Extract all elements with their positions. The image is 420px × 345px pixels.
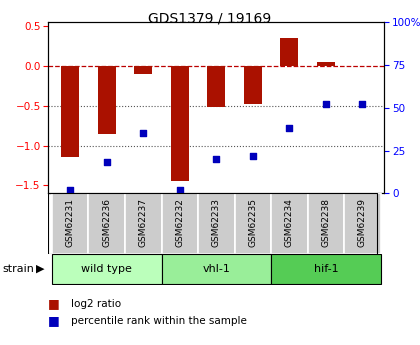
Bar [317, 62, 335, 66]
Point [213, 156, 220, 162]
Bar [61, 66, 79, 157]
Bar [344, 193, 381, 254]
Text: GDS1379 / 19169: GDS1379 / 19169 [148, 11, 272, 25]
Text: ■: ■ [48, 314, 60, 327]
Bar [134, 66, 152, 74]
Point [176, 187, 183, 193]
Bar [162, 193, 198, 254]
Point [67, 187, 74, 193]
Text: vhl-1: vhl-1 [202, 264, 230, 274]
Text: GSM62231: GSM62231 [66, 198, 75, 247]
Bar [125, 193, 162, 254]
Text: GSM62238: GSM62238 [321, 198, 331, 247]
Text: GSM62235: GSM62235 [248, 198, 257, 247]
Bar [244, 66, 262, 104]
Point [323, 102, 329, 107]
Bar [97, 66, 116, 134]
Point [359, 102, 366, 107]
Text: GSM62239: GSM62239 [358, 198, 367, 247]
Bar [207, 66, 226, 107]
Point [249, 153, 256, 158]
Bar [280, 38, 299, 66]
Text: wild type: wild type [81, 264, 132, 274]
Point [103, 160, 110, 165]
Text: log2 ratio: log2 ratio [71, 299, 121, 308]
Bar [307, 193, 344, 254]
Bar [52, 254, 162, 284]
Text: GSM62237: GSM62237 [139, 198, 148, 247]
Text: percentile rank within the sample: percentile rank within the sample [71, 316, 247, 326]
Bar [271, 193, 307, 254]
Point [140, 131, 147, 136]
Text: ■: ■ [48, 297, 60, 310]
Bar [271, 254, 381, 284]
Bar [162, 254, 271, 284]
Text: GSM62234: GSM62234 [285, 198, 294, 247]
Bar [234, 193, 271, 254]
Bar [171, 66, 189, 181]
Text: GSM62233: GSM62233 [212, 198, 221, 247]
Bar [52, 193, 89, 254]
Text: strain: strain [2, 264, 34, 274]
Point [286, 126, 293, 131]
Text: ▶: ▶ [36, 264, 44, 274]
Bar [198, 193, 234, 254]
Text: hif-1: hif-1 [314, 264, 338, 274]
Text: GSM62232: GSM62232 [175, 198, 184, 247]
Text: GSM62236: GSM62236 [102, 198, 111, 247]
Bar [89, 193, 125, 254]
